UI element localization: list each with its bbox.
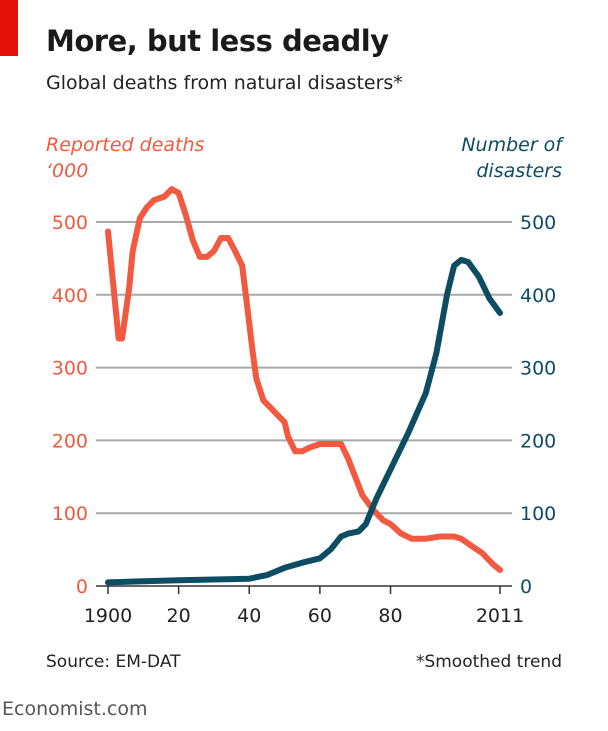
right-tick-label: 300 [520,358,556,380]
left-tick-label: 300 [52,358,88,380]
left-tick-label: 500 [52,212,88,234]
right-tick-label: 200 [520,430,556,452]
left-axis-label-line2: ‘000 [46,160,89,182]
x-tick-label: 20 [167,605,191,627]
right-tick-label: 0 [520,576,532,598]
x-tick-label: 2011 [476,605,524,627]
deaths-line [105,186,503,573]
x-tick-label: 60 [308,605,332,627]
left-axis-label: Reported deaths ‘000 [46,132,204,184]
brand-red-bar [0,0,18,56]
left-tick-label: 0 [76,576,88,598]
x-tick-label: 80 [378,605,402,627]
right-tick-label: 100 [520,503,556,525]
right-tick-label: 500 [520,212,556,234]
brand-footer: Economist.com [2,698,148,720]
left-axis-label-line1: Reported deaths [46,134,205,156]
disasters-line [105,256,503,586]
smoothing-note: *Smoothed trend [415,652,562,672]
left-tick-label: 400 [52,285,88,307]
left-tick-label: 200 [52,430,88,452]
chart-title: More, but less deadly [46,24,389,58]
left-tick-label: 100 [52,503,88,525]
right-axis-label-line2: disasters [476,160,562,182]
source-note: Source: EM-DAT [46,652,181,672]
x-tick-label: 1900 [84,605,132,627]
right-axis-label: Number of disasters [461,132,562,184]
right-axis-label-line1: Number of [461,134,562,156]
right-tick-label: 400 [520,285,556,307]
x-tick-label: 40 [237,605,261,627]
chart-subtitle: Global deaths from natural disasters* [46,72,403,94]
